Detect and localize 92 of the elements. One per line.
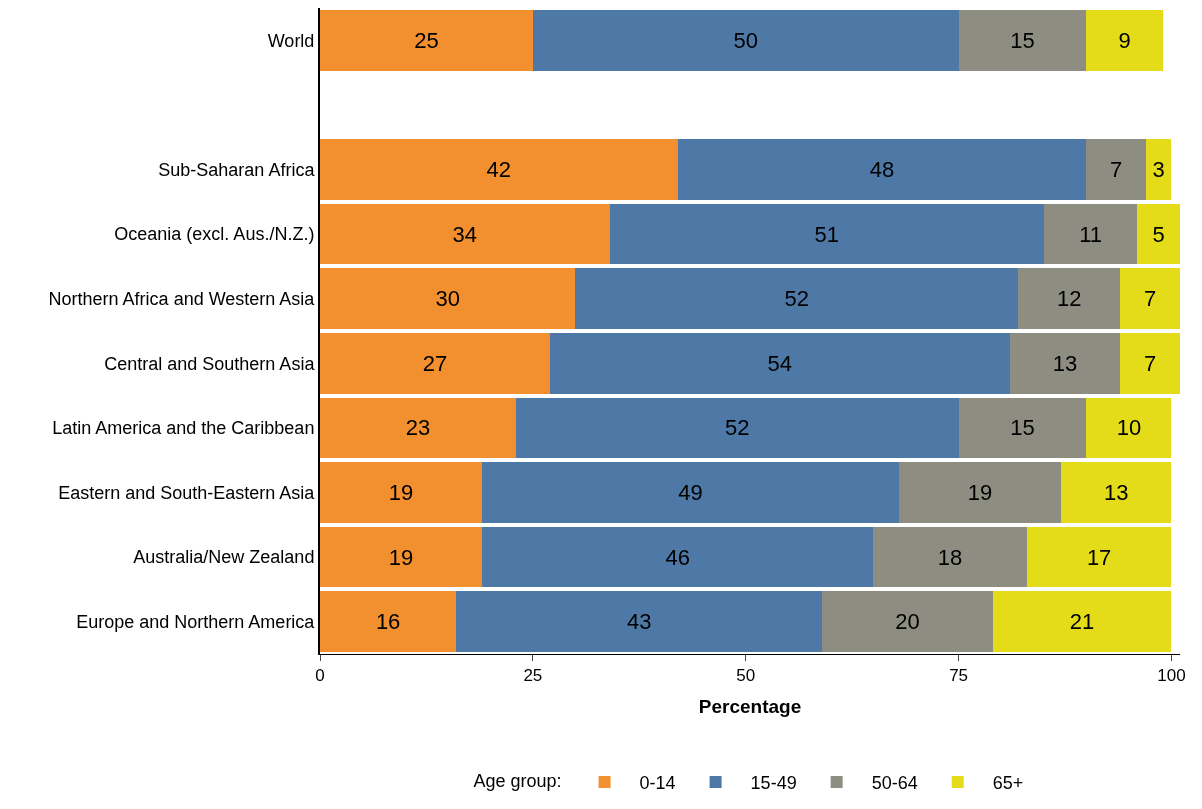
data-label: 19	[388, 544, 414, 570]
data-label: 49	[678, 480, 703, 505]
data-label: 13	[1052, 350, 1078, 376]
data-label: 27	[422, 350, 448, 376]
x-tick-label: 25	[523, 666, 543, 686]
data-label: 5	[1152, 221, 1165, 247]
data-label: 16	[375, 609, 401, 635]
data-label: 12	[1057, 286, 1082, 312]
legend-label: 15-49	[750, 773, 797, 794]
bar	[549, 332, 1010, 394]
y-tick-label: Central and Southern Asia	[104, 353, 316, 374]
legend-title: Age group:	[473, 771, 562, 792]
y-tick-label: Sub-Saharan Africa	[158, 159, 316, 180]
bar	[320, 332, 550, 394]
bar	[320, 526, 482, 588]
y-tick-label: World	[267, 30, 315, 51]
y-tick-label: Latin America and the Caribbean	[52, 418, 315, 439]
data-label: 7	[1110, 157, 1123, 182]
data-label: 10	[1116, 415, 1142, 441]
bar	[677, 139, 1087, 200]
data-label: 30	[435, 286, 460, 312]
data-label: 51	[814, 221, 839, 247]
y-tick-label: Oceania (excl. Aus./N.Z.)	[114, 224, 315, 245]
data-label: 50	[733, 27, 758, 53]
bar	[320, 397, 516, 459]
bar	[532, 9, 959, 71]
data-label: 15	[1010, 27, 1035, 53]
bar	[481, 462, 900, 523]
bar	[873, 526, 1027, 588]
bar	[320, 462, 482, 523]
bar	[1060, 462, 1172, 523]
bar	[320, 139, 678, 200]
x-tick-label: 75	[949, 666, 969, 686]
bar	[481, 526, 874, 588]
bar	[1026, 526, 1172, 588]
y-tick-label: Australia/New Zealand	[133, 547, 315, 568]
bar	[958, 9, 1087, 71]
bar	[899, 462, 1061, 523]
y-tick-label: Eastern and South-Eastern Asia	[58, 482, 316, 503]
data-label: 9	[1118, 27, 1131, 53]
bar	[609, 203, 1044, 265]
data-label: 21	[1069, 609, 1095, 635]
data-label: 52	[784, 286, 810, 312]
legend-label: 50-64	[871, 773, 918, 794]
bar	[456, 591, 823, 653]
bar	[1018, 268, 1121, 330]
bar	[1120, 268, 1180, 330]
data-label: 17	[1086, 544, 1112, 570]
data-label: 23	[405, 415, 431, 441]
bar	[1086, 9, 1163, 71]
data-label: 19	[388, 480, 414, 505]
bar	[1086, 397, 1172, 459]
bar	[1137, 203, 1180, 265]
y-tick-label: Europe and Northern America	[76, 612, 316, 632]
data-label: 43	[627, 609, 652, 635]
bar	[822, 591, 993, 653]
data-label: 54	[767, 350, 793, 376]
data-label: 13	[1103, 480, 1129, 505]
bar	[958, 397, 1087, 459]
x-axis-title: Percentage	[698, 696, 802, 718]
data-label: 3	[1152, 157, 1165, 182]
bar	[1009, 332, 1121, 394]
legend-label: 65+	[992, 773, 1024, 794]
data-label: 46	[665, 544, 690, 570]
data-label: 52	[724, 415, 750, 441]
bar	[515, 397, 959, 459]
data-label: 19	[967, 480, 993, 505]
x-tick-label: 100	[1157, 666, 1186, 686]
data-label: 7	[1144, 350, 1157, 376]
bar	[1120, 332, 1180, 394]
data-label: 20	[895, 609, 920, 635]
bar	[320, 268, 576, 330]
data-label: 25	[414, 27, 439, 53]
x-tick-label: 0	[315, 666, 325, 686]
bar	[320, 591, 457, 653]
data-label: 34	[452, 221, 477, 247]
data-label: 18	[937, 544, 963, 570]
y-tick-label: Northern Africa and Western Asia	[48, 289, 316, 309]
bar	[320, 9, 533, 71]
data-label: 11	[1079, 221, 1103, 247]
data-label: 15	[1010, 415, 1035, 441]
data-label: 7	[1144, 286, 1157, 312]
x-tick-label: 50	[736, 666, 756, 686]
bar	[320, 203, 610, 265]
bar	[1043, 203, 1138, 265]
legend-label: 0-14	[639, 773, 676, 794]
bar	[1086, 139, 1146, 200]
bar	[992, 591, 1172, 653]
data-label: 48	[869, 157, 895, 182]
bar	[575, 268, 1019, 330]
data-label: 42	[486, 157, 512, 182]
bar	[1145, 139, 1172, 200]
